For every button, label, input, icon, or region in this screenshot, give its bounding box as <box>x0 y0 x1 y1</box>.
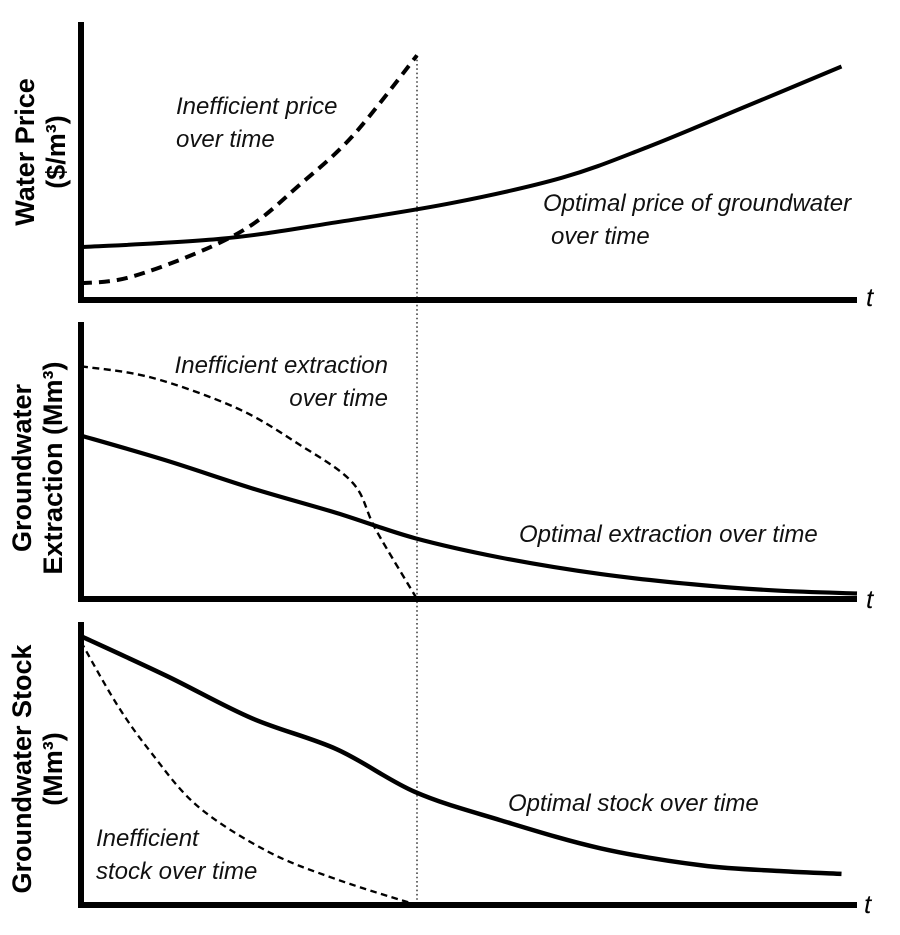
price-y-axis-label-line2: ($/m³) <box>41 115 71 189</box>
optimal-stock-label: Optimal stock over time <box>508 790 759 817</box>
extraction-y-axis-label-line2: Extraction (Mm³) <box>38 361 68 575</box>
inefficient-extraction-label: Inefficient extraction over time <box>150 349 388 415</box>
optimal-price-label-line1: Optimal price of groundwater <box>543 190 852 217</box>
inefficient-stock-curve <box>79 641 418 907</box>
inefficient-stock-label-line2: stock over time <box>96 858 258 885</box>
stock-y-axis-label-line2: (Mm³) <box>38 732 68 806</box>
inefficient-stock-label-line1: Inefficient <box>96 825 199 852</box>
extraction-y-axis-label: Groundwater Extraction (Mm³) <box>7 361 69 574</box>
inefficient-price-label-line1: Inefficient price <box>176 93 338 120</box>
optimal-stock-curve <box>80 634 842 877</box>
extraction-axes <box>78 322 857 602</box>
inefficient-stock-label: Inefficient stock over time <box>96 822 257 888</box>
optimal-extraction-label: Optimal extraction over time <box>519 521 818 548</box>
inefficient-price-label: Inefficient price over time <box>176 90 337 156</box>
optimal-price-label: Optimal price of groundwater over time <box>543 187 851 253</box>
stock-y-axis-label: Groundwater Stock (Mm³) <box>7 644 69 893</box>
price-y-axis-label-line1: Water Price <box>10 78 40 226</box>
price-y-axis-label: Water Price ($/m³) <box>10 78 72 226</box>
price-axes <box>78 22 857 303</box>
optimal-extraction-curve <box>80 433 858 596</box>
inefficient-extraction-label-line2: over time <box>289 385 388 412</box>
inefficient-price-curve <box>80 54 419 286</box>
price-x-axis-label: t <box>866 282 874 312</box>
optimal-price-label-line2: over time <box>551 223 650 250</box>
optimal-price-curve <box>80 64 843 250</box>
inefficient-extraction-label-line1: Inefficient extraction <box>174 352 388 379</box>
inefficient-price-label-line2: over time <box>176 126 275 153</box>
stock-x-axis-label: t <box>864 889 872 919</box>
extraction-x-axis-label: t <box>866 584 874 614</box>
inefficient-extraction-curve <box>80 365 419 600</box>
extraction-y-axis-label-line1: Groundwater <box>7 383 37 553</box>
stock-axes <box>78 622 857 908</box>
stock-y-axis-label-line1: Groundwater Stock <box>7 644 37 894</box>
